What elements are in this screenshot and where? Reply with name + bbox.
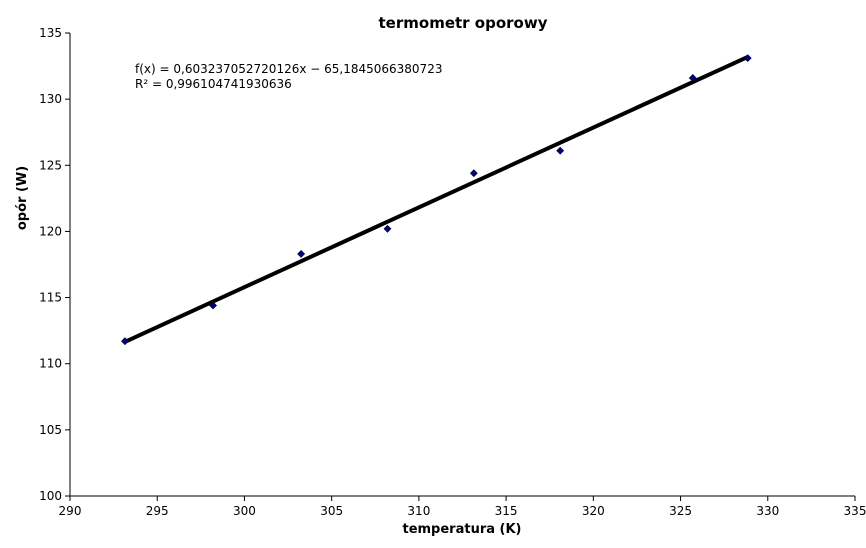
- y-tick-label: 135: [39, 26, 62, 40]
- x-tick-label: 325: [669, 504, 692, 518]
- y-axis-label: opór (W): [15, 166, 30, 230]
- y-tick-label: 125: [39, 158, 62, 172]
- data-point: [556, 146, 565, 155]
- x-tick-label: 320: [582, 504, 605, 518]
- x-tick-label: 305: [320, 504, 343, 518]
- data-points: [121, 54, 752, 346]
- trendline-r-squared: R² = 0,996104741930636: [135, 77, 292, 91]
- y-tick-label: 130: [39, 92, 62, 106]
- x-tick-label: 335: [844, 504, 866, 518]
- data-point: [383, 224, 392, 233]
- trendline-group: [124, 55, 749, 344]
- data-point: [297, 249, 306, 258]
- x-tick-label: 315: [495, 504, 518, 518]
- y-tick-label: 105: [39, 423, 62, 437]
- y-ticks: 100 105 110 115 120 125 130 135: [39, 26, 70, 503]
- y-tick-label: 100: [39, 489, 62, 503]
- data-point: [209, 301, 217, 310]
- data-point: [688, 74, 697, 82]
- trendline: [124, 55, 749, 344]
- x-axis-label: temperatura (K): [402, 522, 521, 537]
- x-tick-label: 295: [146, 504, 169, 518]
- data-point: [121, 337, 129, 346]
- x-tick-label: 300: [233, 504, 256, 518]
- data-point: [469, 169, 478, 178]
- x-tick-label: 330: [756, 504, 779, 518]
- y-tick-label: 120: [39, 224, 62, 238]
- chart-title: termometr oporowy: [379, 14, 548, 32]
- axes: [69, 33, 855, 497]
- trendline-equation: f(x) = 0,603237052720126x − 65,184506638…: [135, 62, 442, 76]
- x-tick-label: 310: [407, 504, 430, 518]
- y-tick-label: 115: [39, 291, 62, 305]
- x-ticks: 290 295 300 305 310 315 320 325 330 335: [59, 496, 866, 518]
- y-tick-label: 110: [39, 357, 62, 371]
- x-tick-label: 290: [59, 504, 82, 518]
- data-point: [743, 54, 752, 63]
